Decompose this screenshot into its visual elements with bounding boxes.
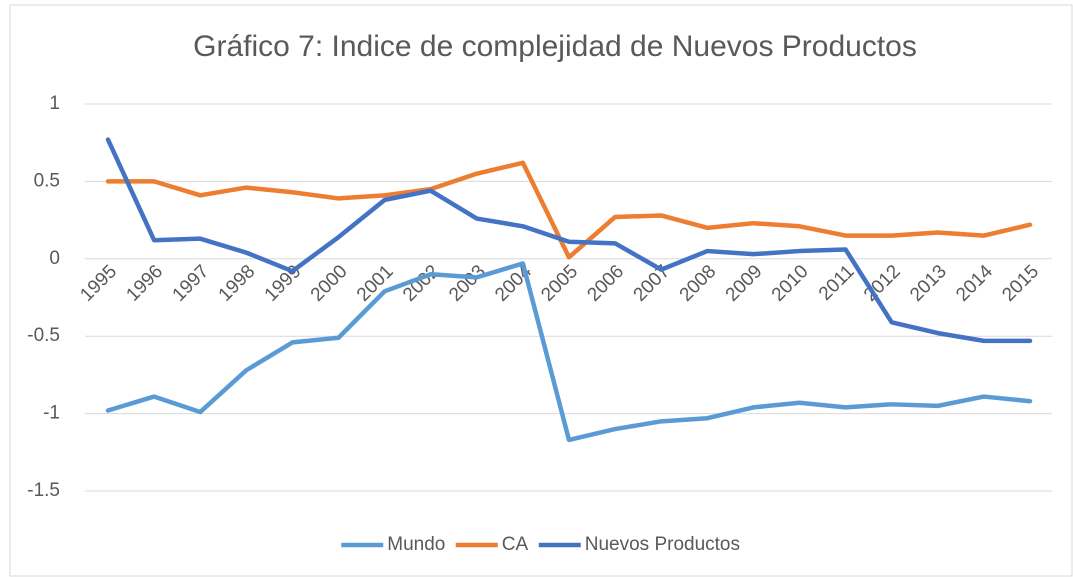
legend-label: Nuevos Productos [585,534,740,555]
y-tick-label: 1 [49,93,60,114]
y-tick-label: 0.5 [34,170,60,191]
y-tick-label: -1 [43,403,60,424]
legend-label: Mundo [387,534,445,555]
y-tick-label: -0.5 [27,325,60,346]
y-tick-label: 0 [49,248,60,269]
chart-frame [9,4,1073,577]
y-tick-label: -1.5 [27,480,60,501]
legend-label: CA [502,534,529,555]
chart-title: Gráfico 7: Indice de complejidad de Nuev… [193,30,917,63]
series-line [105,261,1033,443]
series-line [105,160,1033,260]
series-line [105,137,1033,344]
